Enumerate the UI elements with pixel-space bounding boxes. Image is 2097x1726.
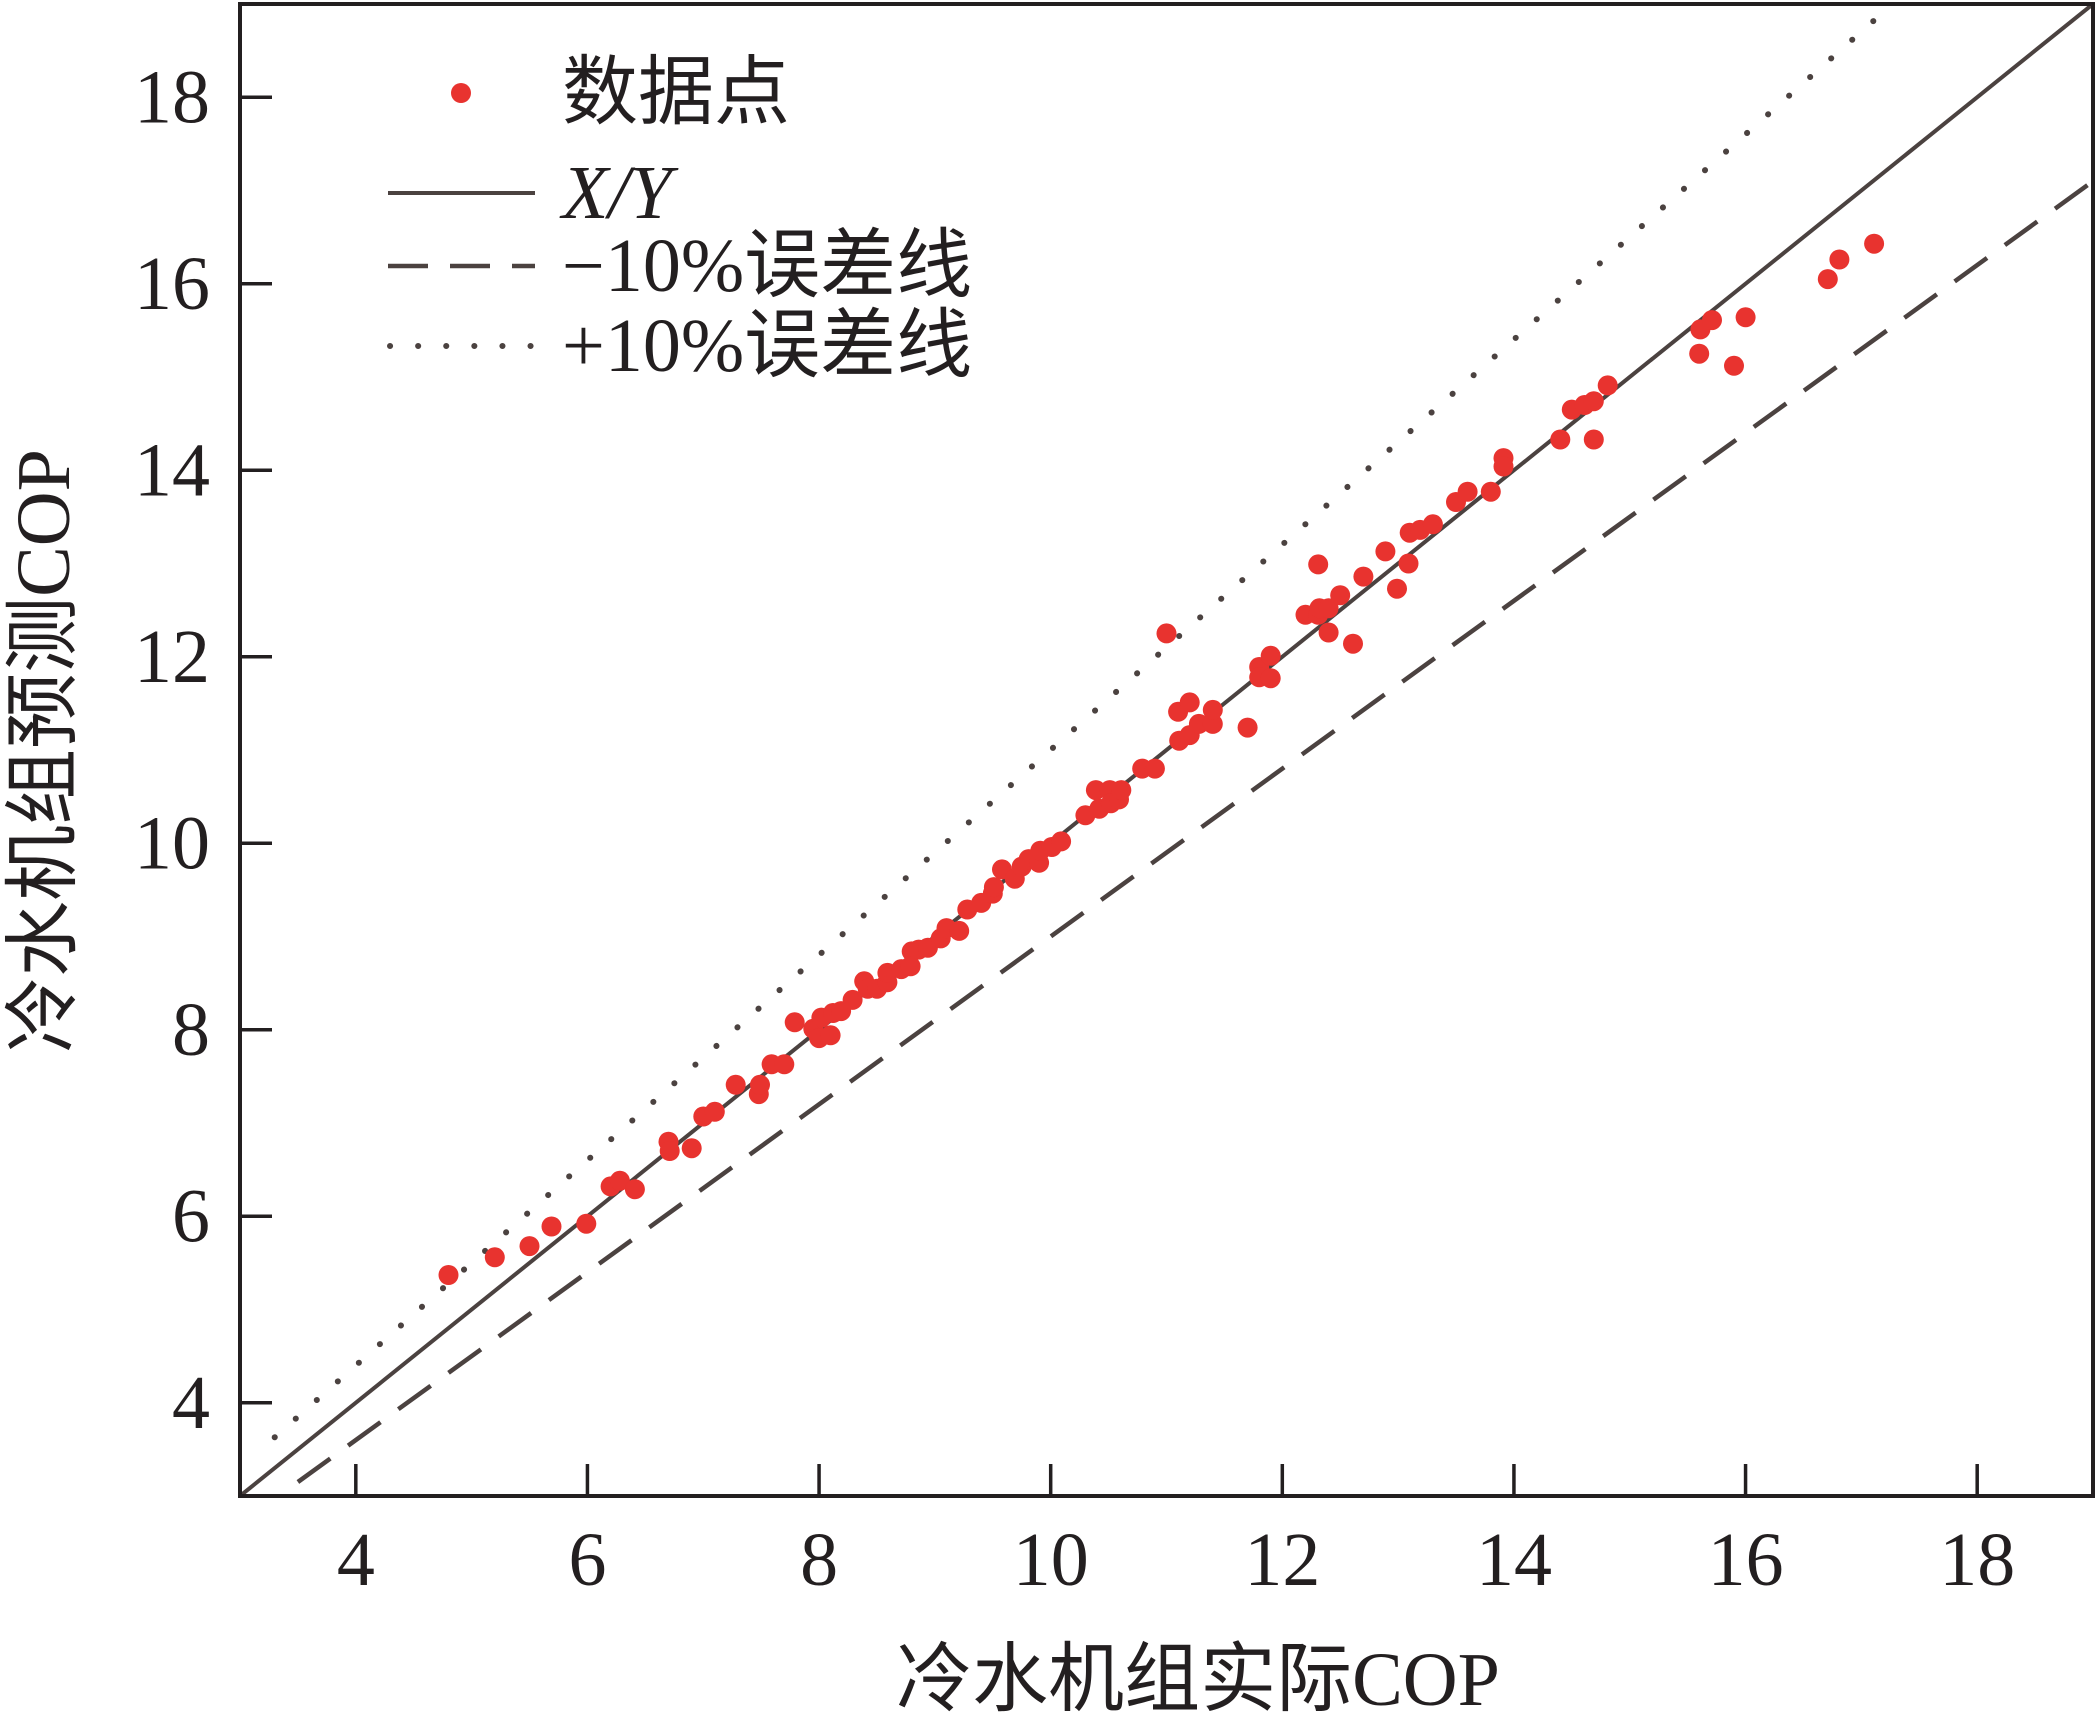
x-tick-label: 4 (337, 1518, 375, 1602)
y-tick-label: 18 (134, 55, 210, 139)
x-tick-label: 16 (1708, 1518, 1784, 1602)
data-point (1179, 692, 1200, 713)
data-point (949, 920, 970, 941)
data-point (1817, 269, 1838, 290)
data-point (1308, 554, 1329, 575)
legend-label-plus-10-error-line: +10%误差线 (562, 304, 972, 388)
y-axis-label: 冷水机组预测COP (2, 449, 86, 1053)
data-point (681, 1138, 702, 1159)
x-tick-label: 14 (1476, 1518, 1552, 1602)
data-point (820, 1025, 841, 1046)
data-point (704, 1101, 725, 1122)
reference-lines (240, 4, 2093, 1496)
data-point (576, 1213, 597, 1234)
data-point (1387, 578, 1407, 599)
data-point (1330, 585, 1351, 606)
data-point (1493, 456, 1514, 477)
x-tick-label: 18 (1939, 1518, 2015, 1602)
data-point (1260, 645, 1281, 666)
data-point (1583, 429, 1604, 450)
data-point (1353, 566, 1374, 587)
data-point (1724, 355, 1744, 376)
data-point (1457, 481, 1478, 502)
data-point (1111, 780, 1132, 801)
data-point (1156, 623, 1177, 644)
y-tick-label: 10 (134, 801, 210, 885)
y-tick-label: 8 (172, 988, 210, 1072)
legend-item-xy-line: X/Y (388, 151, 680, 235)
data-point (1583, 391, 1604, 412)
data-point (784, 1012, 805, 1033)
x-tick-label: 8 (800, 1518, 838, 1602)
legend-item-plus-10-error-line: +10%误差线 (387, 304, 972, 388)
x-tick-label: 12 (1244, 1518, 1320, 1602)
data-point (1144, 758, 1165, 779)
legend-item-minus-10-error-line: −10%误差线 (388, 224, 972, 308)
data-point (1188, 713, 1209, 734)
data-point (1343, 633, 1363, 654)
axis-ticks: 4 6 8 10 12 14 16 18 4 6 8 10 12 14 16 18 (134, 55, 2015, 1602)
data-point (1260, 668, 1281, 689)
data-point (1318, 598, 1339, 619)
data-point (1864, 233, 1885, 254)
legend-label-xy-line: X/Y (559, 151, 680, 235)
data-point (1398, 553, 1419, 574)
data-point (541, 1216, 562, 1237)
data-point (1085, 780, 1106, 801)
data-point (983, 877, 1004, 898)
legend-item-data-points: 数据点 (451, 51, 790, 135)
data-point (438, 1265, 459, 1285)
x-tick-label: 10 (1013, 1518, 1089, 1602)
data-points (438, 233, 1885, 1285)
data-point (900, 956, 921, 977)
data-point (1202, 699, 1223, 720)
data-point (1735, 307, 1756, 328)
data-point (1375, 541, 1396, 562)
y-tick-label: 14 (134, 428, 210, 512)
data-point (1318, 622, 1339, 643)
data-point (484, 1247, 505, 1268)
data-point (750, 1074, 770, 1095)
x-axis-label: 冷水机组实际COP (896, 1638, 1500, 1722)
data-point (1422, 514, 1443, 535)
data-point (519, 1236, 540, 1257)
data-point (1202, 713, 1223, 734)
data-point (609, 1170, 630, 1191)
legend: 数据点 X/Y −10%误差线 +10%误差线 (387, 51, 972, 388)
data-point (1597, 375, 1618, 396)
data-point (1051, 831, 1072, 852)
data-point (659, 1141, 680, 1161)
data-point (1702, 310, 1722, 331)
data-point (1829, 249, 1850, 270)
y-tick-label: 16 (134, 242, 210, 326)
data-point (725, 1074, 746, 1095)
y-tick-label: 4 (172, 1361, 210, 1445)
legend-marker-dot (451, 83, 471, 103)
legend-label-minus-10-error-line: −10%误差线 (562, 224, 972, 308)
data-point (624, 1179, 645, 1200)
y-tick-label: 6 (172, 1174, 210, 1258)
data-point (1550, 429, 1571, 450)
data-point (842, 989, 863, 1010)
data-point (1689, 343, 1710, 364)
data-point (1237, 717, 1258, 738)
plot-frame (238, 2, 2095, 1498)
y-tick-label: 12 (134, 615, 210, 699)
legend-label-data-points: 数据点 (562, 51, 790, 135)
x-tick-label: 6 (568, 1518, 606, 1602)
data-point (774, 1054, 795, 1075)
xy-reference-line (240, 4, 2093, 1496)
plus-10-percent-error-line (271, 4, 1896, 1441)
data-point (1480, 481, 1501, 502)
